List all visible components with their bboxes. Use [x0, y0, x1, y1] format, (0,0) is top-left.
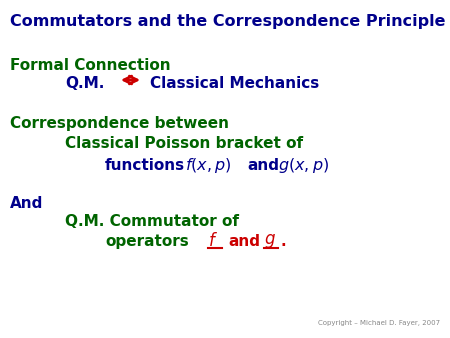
Text: Classical Poisson bracket of: Classical Poisson bracket of [65, 136, 303, 151]
Text: $\mathit{f}$: $\mathit{f}$ [208, 232, 218, 250]
Text: Commutators and the Correspondence Principle: Commutators and the Correspondence Princ… [10, 14, 445, 29]
Text: $\mathit{g}$: $\mathit{g}$ [264, 232, 276, 250]
Text: And: And [10, 196, 43, 211]
Text: operators: operators [105, 234, 189, 249]
Text: $\mathit{f}(x, p)$: $\mathit{f}(x, p)$ [185, 156, 232, 175]
Text: Copyright – Michael D. Fayer, 2007: Copyright – Michael D. Fayer, 2007 [318, 320, 440, 326]
Text: Classical Mechanics: Classical Mechanics [150, 76, 319, 91]
Text: Correspondence between: Correspondence between [10, 116, 229, 131]
Text: functions: functions [105, 158, 185, 173]
Text: and: and [247, 158, 279, 173]
Text: Q.M.: Q.M. [65, 76, 104, 91]
Text: Formal Connection: Formal Connection [10, 58, 171, 73]
Text: $\mathit{g}(x, p)$: $\mathit{g}(x, p)$ [278, 156, 329, 175]
Text: .: . [280, 234, 286, 249]
Text: and: and [228, 234, 260, 249]
Text: Q.M. Commutator of: Q.M. Commutator of [65, 214, 239, 229]
